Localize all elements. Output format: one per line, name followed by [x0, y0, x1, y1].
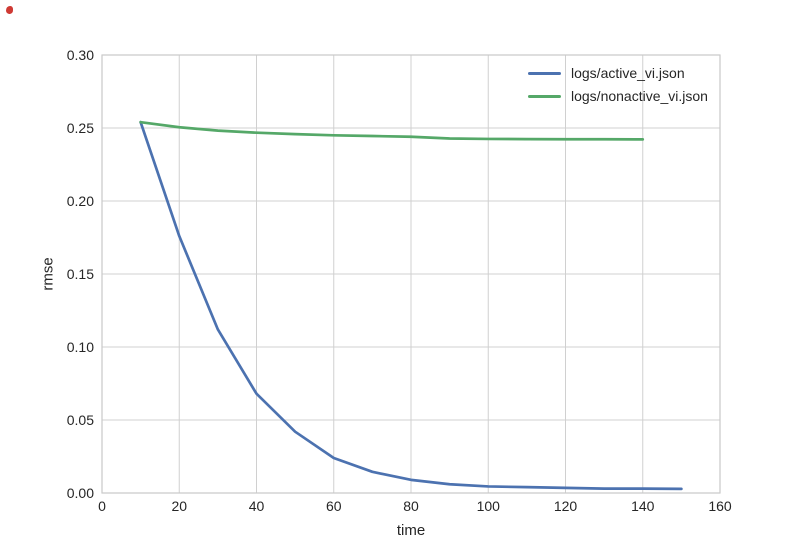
y-tick-label: 0.20 [67, 193, 94, 209]
legend: logs/active_vi.json logs/nonactive_vi.js… [528, 62, 708, 108]
x-tick-label: 40 [249, 498, 265, 514]
y-axis-label: rmse [39, 257, 57, 291]
legend-label-nonactive: logs/nonactive_vi.json [571, 88, 708, 104]
x-tick-label: 120 [554, 498, 578, 514]
legend-line-swatch-active [528, 72, 561, 75]
x-tick-label: 20 [171, 498, 187, 514]
y-tick-label: 0.00 [67, 485, 94, 501]
y-tick-label: 0.25 [67, 120, 94, 136]
legend-item-active-vi: logs/active_vi.json [528, 62, 708, 85]
red-corner-mark [6, 6, 13, 14]
x-axis-label: time [396, 522, 426, 539]
x-tick-label: 100 [477, 498, 501, 514]
legend-label-active: logs/active_vi.json [571, 65, 685, 81]
x-tick-label: 0 [98, 498, 106, 514]
y-tick-label: 0.30 [67, 47, 94, 63]
legend-line-swatch-nonactive [528, 95, 561, 98]
x-tick-label: 80 [403, 498, 419, 514]
series-line-1 [139, 120, 645, 141]
x-tick-label: 140 [631, 498, 655, 514]
y-tick-label: 0.10 [67, 339, 94, 355]
series-line-0 [139, 120, 683, 491]
y-tick-label: 0.05 [67, 412, 94, 428]
plot-border [101, 54, 721, 494]
y-tick-label: 0.15 [67, 266, 94, 282]
x-tick-label: 60 [326, 498, 342, 514]
x-tick-label: 160 [708, 498, 732, 514]
legend-item-nonactive-vi: logs/nonactive_vi.json [528, 85, 708, 108]
